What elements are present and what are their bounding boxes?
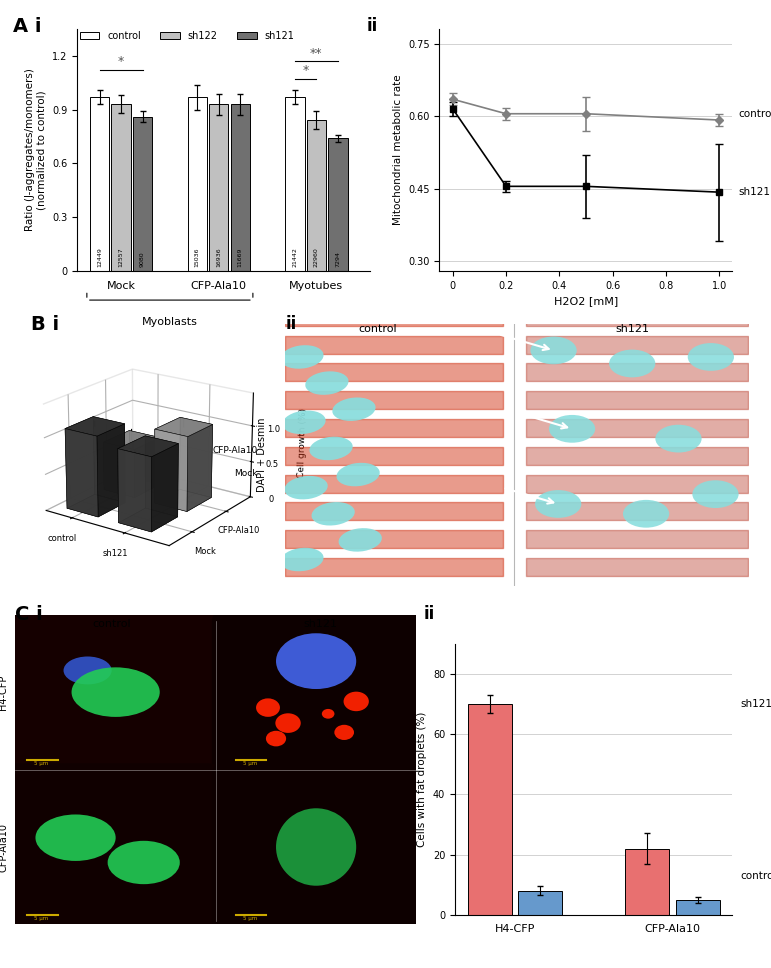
Legend: control, sh122, sh121: control, sh122, sh121 bbox=[76, 27, 298, 45]
Text: 16936: 16936 bbox=[216, 248, 221, 267]
Ellipse shape bbox=[63, 656, 112, 684]
Text: 5 μm: 5 μm bbox=[35, 761, 49, 766]
Text: ii: ii bbox=[366, 17, 378, 35]
Text: C i: C i bbox=[15, 605, 43, 624]
Bar bbox=[231, 105, 250, 271]
Ellipse shape bbox=[623, 499, 669, 528]
Text: sh121: sh121 bbox=[741, 699, 771, 709]
Circle shape bbox=[315, 704, 341, 724]
Bar bbox=[15, 620, 208, 767]
Circle shape bbox=[334, 724, 355, 741]
Ellipse shape bbox=[535, 490, 581, 518]
Y-axis label: Cells with fat droplets (%): Cells with fat droplets (%) bbox=[417, 711, 427, 847]
Bar bbox=[307, 120, 326, 271]
Text: DAPI + Desmin: DAPI + Desmin bbox=[258, 418, 267, 492]
Bar bbox=[518, 891, 562, 915]
Circle shape bbox=[346, 694, 366, 709]
Ellipse shape bbox=[72, 667, 160, 717]
Text: 15036: 15036 bbox=[195, 248, 200, 267]
Ellipse shape bbox=[35, 814, 116, 861]
Ellipse shape bbox=[305, 372, 348, 395]
Bar bbox=[90, 97, 109, 271]
Bar bbox=[133, 117, 152, 271]
Ellipse shape bbox=[311, 502, 355, 526]
Text: sh121: sh121 bbox=[615, 324, 649, 335]
Text: ii: ii bbox=[285, 315, 297, 333]
Bar bbox=[209, 105, 228, 271]
Bar bbox=[111, 105, 131, 271]
Circle shape bbox=[275, 713, 301, 733]
Bar bbox=[625, 849, 669, 915]
Ellipse shape bbox=[282, 410, 325, 434]
FancyBboxPatch shape bbox=[212, 764, 429, 930]
X-axis label: H2O2 [mM]: H2O2 [mM] bbox=[554, 296, 618, 306]
Text: *: * bbox=[302, 65, 308, 77]
Bar bbox=[675, 899, 720, 915]
Text: control: control bbox=[741, 870, 771, 881]
Text: CFP-Ala10: CFP-Ala10 bbox=[0, 823, 8, 871]
Text: A i: A i bbox=[12, 17, 41, 36]
Y-axis label: Ratio (J-aggregates/monomers)
(normalized to control): Ratio (J-aggregates/monomers) (normalize… bbox=[25, 69, 46, 231]
Text: ii: ii bbox=[424, 605, 436, 623]
Bar bbox=[285, 97, 305, 271]
Ellipse shape bbox=[549, 415, 595, 442]
FancyBboxPatch shape bbox=[3, 764, 220, 930]
Ellipse shape bbox=[108, 841, 180, 884]
Text: Myoblasts: Myoblasts bbox=[142, 318, 198, 327]
Ellipse shape bbox=[530, 337, 577, 364]
Text: **: ** bbox=[310, 46, 322, 59]
Ellipse shape bbox=[688, 343, 734, 371]
Text: 22960: 22960 bbox=[314, 248, 319, 267]
Text: sh121: sh121 bbox=[303, 620, 337, 629]
Ellipse shape bbox=[332, 398, 375, 421]
Bar bbox=[467, 704, 512, 915]
Text: 21442: 21442 bbox=[292, 248, 298, 267]
Text: 12449: 12449 bbox=[97, 248, 102, 267]
FancyBboxPatch shape bbox=[212, 612, 429, 775]
Bar bbox=[328, 138, 348, 271]
Text: H4-CFP: H4-CFP bbox=[0, 675, 8, 710]
Ellipse shape bbox=[609, 349, 655, 378]
Ellipse shape bbox=[281, 548, 324, 571]
Bar bbox=[15, 772, 208, 922]
Text: 7294: 7294 bbox=[335, 252, 340, 267]
Text: 9080: 9080 bbox=[140, 252, 145, 267]
Ellipse shape bbox=[692, 480, 739, 508]
Ellipse shape bbox=[284, 476, 328, 499]
Bar bbox=[224, 772, 416, 922]
Y-axis label: Mitochondrial metabolic rate: Mitochondrial metabolic rate bbox=[392, 75, 402, 226]
Bar bbox=[224, 620, 416, 767]
Ellipse shape bbox=[655, 425, 702, 452]
Ellipse shape bbox=[281, 346, 324, 369]
Ellipse shape bbox=[338, 529, 382, 552]
Text: Mock: Mock bbox=[234, 469, 258, 478]
Circle shape bbox=[261, 702, 275, 713]
Text: 5 μm: 5 μm bbox=[35, 916, 49, 921]
Circle shape bbox=[268, 733, 284, 744]
Ellipse shape bbox=[309, 437, 352, 460]
Text: control: control bbox=[359, 324, 397, 335]
Ellipse shape bbox=[276, 633, 356, 689]
Text: CFP-Ala10: CFP-Ala10 bbox=[212, 446, 258, 455]
Text: 5 μm: 5 μm bbox=[243, 761, 257, 766]
Text: *: * bbox=[118, 55, 124, 69]
Text: sh121: sh121 bbox=[739, 187, 770, 197]
Text: control: control bbox=[739, 108, 771, 119]
Text: 5 μm: 5 μm bbox=[243, 916, 257, 921]
Ellipse shape bbox=[336, 463, 380, 486]
Text: control: control bbox=[93, 620, 131, 629]
Text: 12557: 12557 bbox=[119, 248, 123, 267]
Ellipse shape bbox=[276, 808, 356, 886]
Bar bbox=[187, 97, 207, 271]
Text: B i: B i bbox=[31, 315, 59, 334]
Text: 11669: 11669 bbox=[237, 248, 243, 267]
FancyBboxPatch shape bbox=[3, 612, 220, 775]
